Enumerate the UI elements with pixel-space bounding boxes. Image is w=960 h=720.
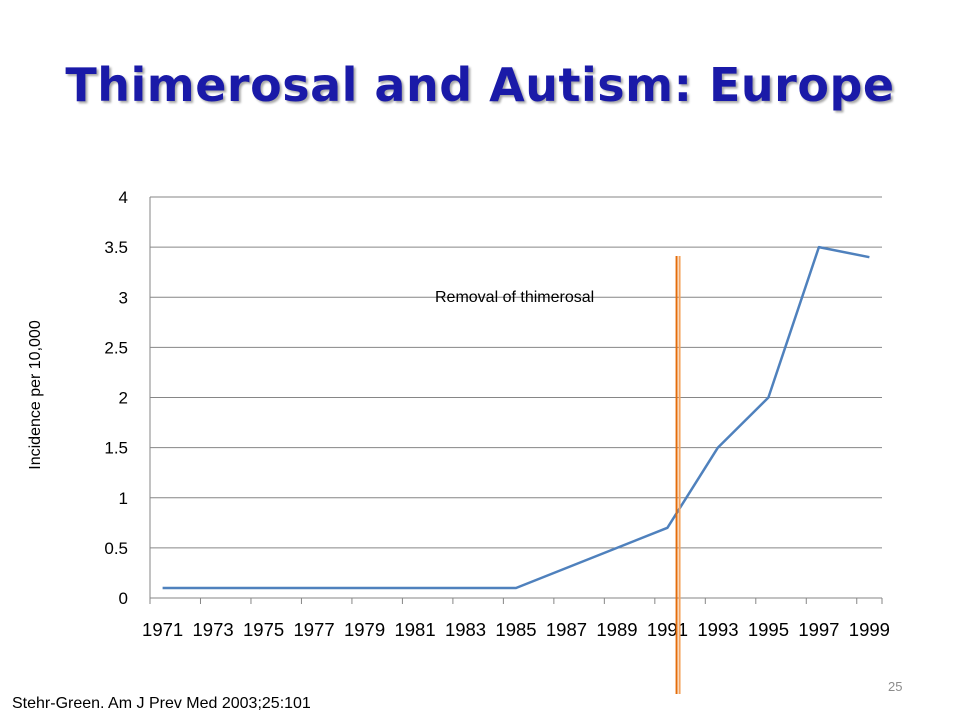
- series-line: [162, 245, 870, 590]
- y-tick-label: 2.5: [104, 338, 128, 357]
- x-tick-label: 1971: [142, 619, 183, 640]
- x-tick-label: 1995: [748, 619, 789, 640]
- x-tick-label: 1989: [596, 619, 637, 640]
- x-tick-label: 1977: [293, 619, 334, 640]
- y-tick-label: 0: [119, 589, 128, 608]
- y-tick-label: 2: [119, 389, 128, 408]
- y-tick-label: 3: [119, 288, 128, 307]
- x-tick-label: 1973: [193, 619, 234, 640]
- y-tick-label: 1.5: [104, 439, 128, 458]
- citation: Stehr-Green. Am J Prev Med 2003;25:101: [12, 695, 311, 712]
- gridlines: [150, 196, 882, 549]
- slide-title: Thimerosal and Autism: Europe: [65, 58, 895, 112]
- x-tick-label: 1981: [394, 619, 435, 640]
- x-tick-label: 1999: [849, 619, 890, 640]
- x-tick-label: 1979: [344, 619, 385, 640]
- x-tick-label: 1975: [243, 619, 284, 640]
- x-tick-label: 1985: [495, 619, 536, 640]
- x-tick-label: 1987: [546, 619, 587, 640]
- y-tick-label: 1: [119, 489, 128, 508]
- x-tick-label: 1993: [697, 619, 738, 640]
- axes: [149, 197, 883, 604]
- x-tick-label: 1997: [798, 619, 839, 640]
- y-axis-label: Incidence per 10,000: [27, 320, 44, 470]
- page-number: 25: [888, 679, 903, 694]
- y-tick-label: 4: [119, 188, 128, 207]
- x-tick-label: 1983: [445, 619, 486, 640]
- x-tick-label: 1991: [647, 619, 688, 640]
- annotation-marker: [675, 256, 681, 694]
- y-tick-label: 0.5: [104, 539, 128, 558]
- y-tick-label: 3.5: [104, 238, 128, 257]
- annotation-label: Removal of thimerosal: [435, 289, 595, 306]
- series-layer: [162, 245, 870, 590]
- x-tick-labels: 1971 1973 1975 1977 1979 1981 1983 1985 1987 1989…: [142, 619, 890, 640]
- y-tick-labels: 0 0.5 1 1.5 2 2.5 3 3.5 4: [104, 188, 128, 608]
